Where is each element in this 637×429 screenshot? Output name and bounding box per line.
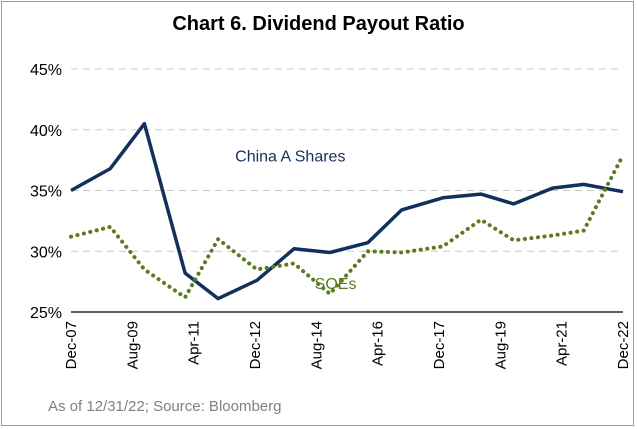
x-tick-label: Dec-17 (431, 321, 448, 369)
x-tick-label: Aug-19 (492, 321, 509, 369)
x-tick-label: Apr-11 (186, 321, 203, 365)
x-tick-label: Dec-12 (247, 321, 264, 369)
series-labels: China A Shares SOEs (235, 148, 356, 293)
x-tick-label: Dec-07 (63, 321, 80, 369)
series-label: SOEs (315, 276, 357, 293)
y-tick-labels: 25% 30% 35% 40% 45% (30, 62, 62, 322)
y-tick-label: 30% (30, 244, 62, 261)
series-line-china-a-shares (70, 121, 624, 301)
grid-lines (71, 68, 623, 313)
y-tick-label: 45% (30, 62, 62, 79)
series-line-soes (69, 153, 625, 300)
series-lines (69, 121, 625, 301)
x-tick-label: Apr-21 (554, 321, 571, 366)
series-label: China A Shares (235, 148, 345, 165)
chart-title: Chart 6. Dividend Payout Ratio (172, 13, 465, 35)
y-tick-label: 25% (30, 305, 62, 322)
x-tick-label: Dec-22 (615, 321, 632, 369)
source-note: As of 12/31/22; Source: Bloomberg (48, 398, 282, 415)
x-tick-label: Aug-14 (308, 321, 325, 369)
y-tick-label: 40% (30, 123, 62, 140)
x-tick-label: Aug-09 (124, 321, 141, 369)
y-tick-label: 35% (30, 184, 62, 201)
x-tick-labels: Dec-07 Aug-09 Apr-11 Dec-12 Aug-14 Apr-16 Dec-… (63, 321, 632, 369)
x-tick-label: Apr-16 (370, 321, 387, 366)
